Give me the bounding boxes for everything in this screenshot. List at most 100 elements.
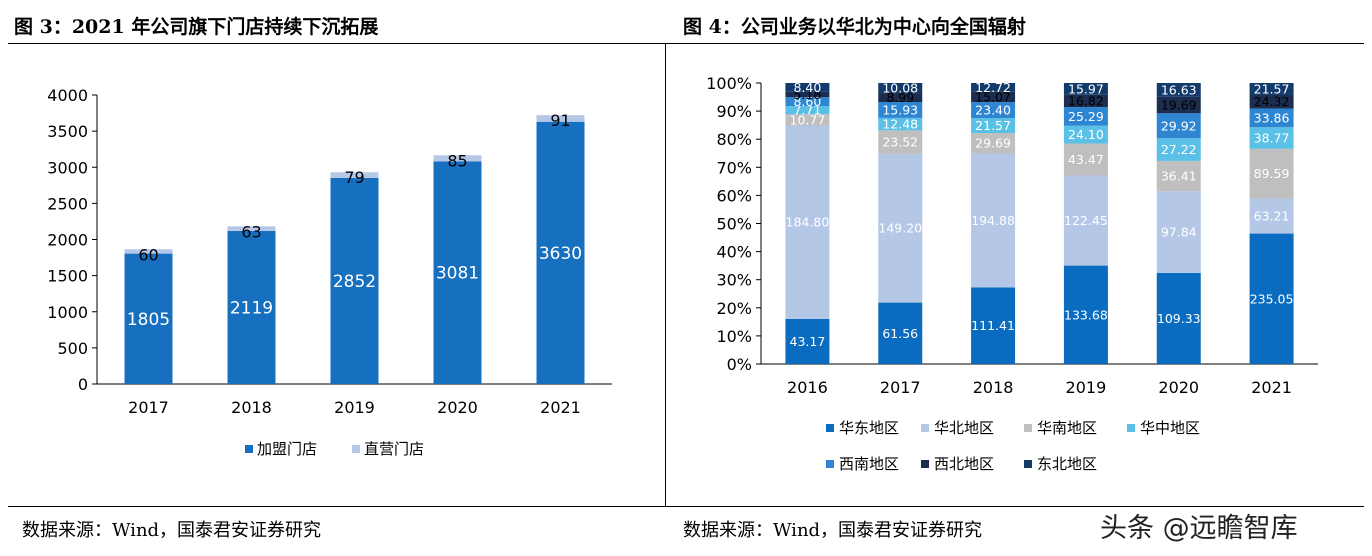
left-y-tick-label: 3000 xyxy=(47,158,88,177)
direct-bar xyxy=(433,155,482,162)
legend-swatch-central xyxy=(1127,424,1135,432)
legend-swatch-franchise xyxy=(245,445,253,453)
left-x-tick-label: 2017 xyxy=(128,398,169,417)
bar-segment-northeast xyxy=(971,83,1016,92)
bar-segment-east xyxy=(971,287,1016,364)
bar-segment-north xyxy=(1249,198,1294,234)
value-label-southwest: 23.40 xyxy=(975,103,1011,118)
legend-label-east: 华东地区 xyxy=(839,419,899,437)
bar-segment-central xyxy=(878,117,923,131)
value-label-east: 109.33 xyxy=(1157,311,1201,326)
right-x-tick-label: 2018 xyxy=(973,378,1014,397)
value-label-north: 194.88 xyxy=(971,213,1015,228)
value-label-northeast: 15.97 xyxy=(1068,81,1104,96)
value-label-northwest: 24.32 xyxy=(1254,94,1290,109)
right-y-tick-label: 0% xyxy=(727,355,752,374)
bar-segment-north xyxy=(971,153,1016,288)
bar-segment-central xyxy=(785,106,830,115)
value-label-north: 97.84 xyxy=(1161,225,1197,240)
franchise-value-label: 3081 xyxy=(436,264,479,284)
legend-label-franchise: 加盟门店 xyxy=(257,440,317,458)
right-x-tick-label: 2021 xyxy=(1251,378,1292,397)
bar-segment-south xyxy=(1249,148,1294,199)
legend-label-northeast: 东北地区 xyxy=(1037,455,1097,473)
right-x-tick-label: 2016 xyxy=(787,378,828,397)
right-x-tick-label: 2020 xyxy=(1158,378,1199,397)
left-x-tick-label: 2018 xyxy=(231,398,272,417)
bar-segment-northwest xyxy=(1063,94,1108,108)
value-label-east: 111.41 xyxy=(971,318,1015,333)
left-x-tick-label: 2020 xyxy=(437,398,478,417)
value-label-southwest: 25.29 xyxy=(1068,109,1104,124)
value-label-northeast: 16.63 xyxy=(1161,82,1197,97)
value-label-northwest: 15.07 xyxy=(975,89,1011,104)
right-source-note: 数据来源：Wind，国泰君安证券研究 xyxy=(683,520,983,541)
direct-bar xyxy=(536,115,585,122)
left-y-tick-label: 4000 xyxy=(47,86,88,105)
legend-swatch-east xyxy=(826,424,834,432)
value-label-southwest: 8.60 xyxy=(793,94,821,109)
franchise-value-label: 2852 xyxy=(333,272,376,292)
right-y-tick-label: 10% xyxy=(716,327,752,346)
direct-value-label: 60 xyxy=(138,245,158,264)
bar-segment-east xyxy=(1156,272,1201,364)
value-label-south: 29.69 xyxy=(975,136,1011,151)
direct-bar xyxy=(124,249,173,254)
right-y-tick-label: 20% xyxy=(716,299,752,318)
bar-segment-south xyxy=(971,133,1016,154)
legend-swatch-direct xyxy=(352,445,360,453)
franchise-value-label: 2119 xyxy=(230,298,273,318)
value-label-central: 12.48 xyxy=(882,117,918,132)
left-y-tick-label: 2500 xyxy=(47,194,88,213)
value-label-north: 122.45 xyxy=(1064,213,1108,228)
value-label-southwest: 15.93 xyxy=(882,102,918,117)
value-label-southwest: 29.92 xyxy=(1161,118,1197,133)
value-label-northwest: 8.99 xyxy=(886,90,914,105)
right-y-tick-label: 40% xyxy=(716,243,752,262)
left-chart-title: 图 3：2021 年公司旗下门店持续下沉拓展 xyxy=(14,16,379,38)
value-label-south: 36.41 xyxy=(1161,169,1197,184)
bar-segment-south xyxy=(785,114,830,126)
right-y-tick-label: 50% xyxy=(716,215,752,234)
bar-segment-northeast xyxy=(1063,83,1108,95)
bar-segment-northwest xyxy=(878,93,923,103)
bar-segment-northwest xyxy=(1156,96,1201,114)
legend-label-north: 华北地区 xyxy=(934,419,994,437)
watermark: 头条 @远瞻智库 xyxy=(1100,513,1298,544)
bar-segment-southwest xyxy=(971,102,1016,119)
right-y-tick-label: 90% xyxy=(716,102,752,121)
left-y-tick-label: 3500 xyxy=(47,122,88,141)
value-label-east: 61.56 xyxy=(882,326,918,341)
bar-segment-southwest xyxy=(785,97,830,107)
bar-segment-north xyxy=(785,125,830,319)
legend-label-northwest: 西北地区 xyxy=(934,455,994,473)
value-label-east: 133.68 xyxy=(1064,307,1108,322)
right-y-tick-label: 30% xyxy=(716,271,752,290)
value-label-east: 235.05 xyxy=(1250,291,1294,306)
left-x-tick-label: 2019 xyxy=(334,398,375,417)
bar-segment-northwest xyxy=(971,91,1016,103)
direct-value-label: 79 xyxy=(344,168,364,187)
value-label-south: 23.52 xyxy=(882,135,918,150)
value-label-south: 89.59 xyxy=(1254,166,1290,181)
right-y-tick-label: 70% xyxy=(716,158,752,177)
value-label-northwest: 16.82 xyxy=(1068,93,1104,108)
bottom-rule xyxy=(8,506,1364,507)
franchise-value-label: 1805 xyxy=(127,310,170,330)
right-y-tick-label: 100% xyxy=(706,74,752,93)
value-label-north: 184.80 xyxy=(786,215,830,230)
bar-segment-northwest xyxy=(785,91,830,98)
bar-segment-southwest xyxy=(1156,113,1201,139)
bar-segment-east xyxy=(785,318,830,364)
panel-divider xyxy=(665,43,666,506)
franchise-bar xyxy=(536,121,585,385)
legend-label-south: 华南地区 xyxy=(1037,419,1097,437)
bar-segment-central xyxy=(1156,138,1201,161)
legend-swatch-southwest xyxy=(826,460,834,468)
value-label-northwest: 19.69 xyxy=(1161,98,1197,113)
direct-value-label: 85 xyxy=(447,151,467,170)
left-y-tick-label: 1500 xyxy=(47,267,88,286)
bar-segment-north xyxy=(1063,175,1108,266)
bar-segment-central xyxy=(971,118,1016,134)
bar-segment-east xyxy=(878,302,923,364)
